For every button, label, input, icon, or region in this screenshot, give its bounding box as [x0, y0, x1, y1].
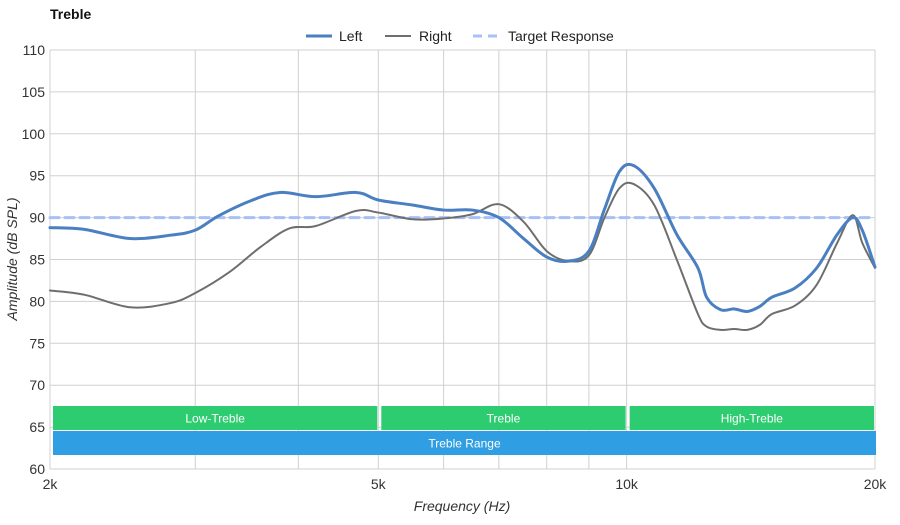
range-band-label: Low-Treble — [185, 412, 245, 426]
range-band-label: Treble Range — [428, 437, 501, 451]
y-tick-label: 85 — [29, 252, 45, 268]
chart-title: Treble — [50, 6, 91, 22]
x-axis-label: Frequency (Hz) — [414, 498, 510, 514]
y-tick-label: 110 — [23, 42, 46, 58]
y-tick-label: 90 — [29, 210, 45, 226]
legend-label: Target Response — [508, 28, 614, 44]
range-band — [53, 406, 378, 430]
range-band — [629, 406, 874, 430]
chart-legend: Left Right Target Response — [306, 28, 614, 44]
range-band — [381, 406, 626, 430]
y-tick-label: 60 — [29, 461, 45, 477]
legend-label: Left — [339, 28, 362, 44]
series-line-left — [48, 162, 877, 313]
x-tick-label: 2k — [43, 476, 59, 492]
y-tick-label: 105 — [22, 84, 46, 100]
range-band-label: High-Treble — [721, 412, 784, 426]
axis-ticks: 60 65 70 75 80 85 90 95 100 105 110 2k 5k 10k 20k — [22, 42, 888, 492]
chart-series — [48, 162, 877, 332]
range-bands: Low-Treble Treble High-Treble Treble Range — [53, 406, 876, 455]
series-line-right — [49, 181, 876, 332]
range-band-label: Treble — [487, 412, 521, 426]
x-tick-label: 20k — [864, 476, 888, 492]
y-tick-label: 75 — [29, 335, 45, 351]
x-tick-label: 10k — [615, 476, 639, 492]
range-band — [53, 431, 876, 455]
y-tick-label: 95 — [29, 168, 45, 184]
y-tick-label: 80 — [29, 293, 45, 309]
y-axis-label: Amplitude (dB SPL) — [4, 198, 20, 322]
x-tick-label: 5k — [371, 476, 387, 492]
legend-label: Right — [419, 28, 452, 44]
y-tick-label: 100 — [22, 126, 46, 142]
y-tick-label: 70 — [29, 377, 45, 393]
chart-grid — [49, 49, 876, 470]
y-tick-label: 65 — [29, 419, 45, 435]
